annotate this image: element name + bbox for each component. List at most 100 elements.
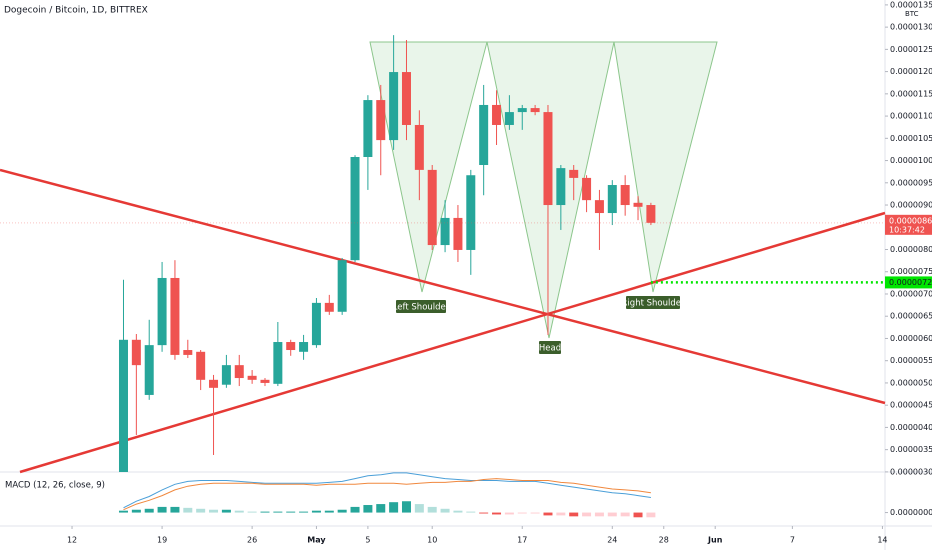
macd-histogram-bar [504, 512, 514, 515]
macd-histogram-bar [311, 510, 321, 513]
pattern-labels: Left Shoulder Head Right Shoulder [393, 296, 685, 354]
x-tick-label: 7 [790, 536, 795, 545]
macd-histogram-bar [401, 501, 411, 513]
candle-body [543, 112, 553, 206]
candle-body [221, 365, 231, 385]
macd-histogram-bar [324, 510, 334, 513]
candle-body [633, 202, 643, 207]
macd-histogram-bar [350, 506, 360, 513]
macd-histogram-bar [582, 512, 592, 517]
macd-histogram-bar [479, 512, 489, 514]
candle-body [286, 342, 296, 351]
candle-body [131, 339, 141, 366]
candle-body [234, 365, 244, 379]
candle-body [209, 379, 219, 388]
x-tick-label: 10 [427, 536, 437, 545]
candle-body [427, 169, 437, 246]
macd-histogram-bar [273, 511, 283, 513]
candle-body [311, 302, 321, 346]
candle-body [453, 217, 463, 250]
x-tick-label: 24 [607, 536, 617, 545]
candle-body [556, 168, 566, 206]
candle-body [620, 185, 630, 206]
x-tick-label: 19 [157, 536, 167, 545]
x-tick-label: 26 [247, 536, 257, 545]
macd-line [123, 478, 651, 511]
macd-histogram-bar [594, 512, 604, 517]
candle-body [337, 260, 347, 312]
macd-histogram-bar [646, 512, 656, 518]
candle-body [504, 112, 514, 125]
candles [118, 35, 656, 472]
trend-line [0, 168, 886, 405]
candle-body [170, 277, 180, 355]
label-box [539, 341, 561, 354]
label-box [626, 296, 680, 309]
candle-body [607, 185, 617, 214]
macd-histogram-bar [440, 508, 450, 513]
macd-title: MACD (12, 26, close, 9) [5, 481, 105, 491]
unit-label: BTC [905, 10, 919, 18]
level-label: 0.00000726 [889, 278, 932, 287]
macd-histogram-bar [170, 506, 180, 513]
macd-histogram-bar [427, 506, 437, 513]
level-box [885, 276, 932, 289]
macd-histogram-bar [144, 508, 154, 513]
macd-histogram-bar [131, 509, 141, 513]
macd-histogram-bar [414, 504, 424, 513]
candle-body [594, 200, 604, 214]
macd-histogram-bar [337, 509, 347, 513]
macd-histogram-bar [466, 511, 476, 513]
pattern-label: Head [539, 344, 561, 354]
candle-body [196, 351, 206, 380]
macd-histogram-bar [530, 512, 540, 514]
x-tick-label: 17 [517, 536, 527, 545]
macd-histogram-bar [517, 512, 527, 514]
x-tick-label: 14 [877, 536, 887, 545]
candle-body [646, 205, 656, 223]
macd-histogram-bar [556, 512, 566, 516]
x-tick-label: 5 [365, 536, 370, 545]
macd-histogram-bar [492, 512, 502, 515]
macd-histogram-bar [118, 510, 128, 513]
current-price-box [885, 214, 932, 235]
candle-body [517, 108, 527, 113]
macd-histogram-bar [157, 506, 167, 513]
candle-body [530, 108, 540, 113]
candle-body [299, 342, 309, 352]
candle-body [466, 175, 476, 250]
current-price-label: 0.00000860 [889, 216, 932, 225]
macd-histogram-bar [247, 511, 257, 513]
macd-histogram-bar [607, 512, 617, 517]
chart-title: Dogecoin / Bitcoin, 1D, BITTREX [4, 6, 148, 16]
candle-body [118, 339, 128, 472]
macd-histogram-bar [299, 511, 309, 513]
candle-body [569, 169, 579, 178]
y-tick-label: 0.00001350 [890, 0, 932, 9]
macd-histogram-bar [286, 511, 296, 513]
label-box [396, 300, 446, 313]
candle-body [582, 177, 592, 201]
macd-histogram-bar [376, 504, 386, 513]
candle-body [389, 72, 399, 141]
candle-body [260, 379, 270, 383]
macd-histogram-bar [260, 511, 270, 513]
